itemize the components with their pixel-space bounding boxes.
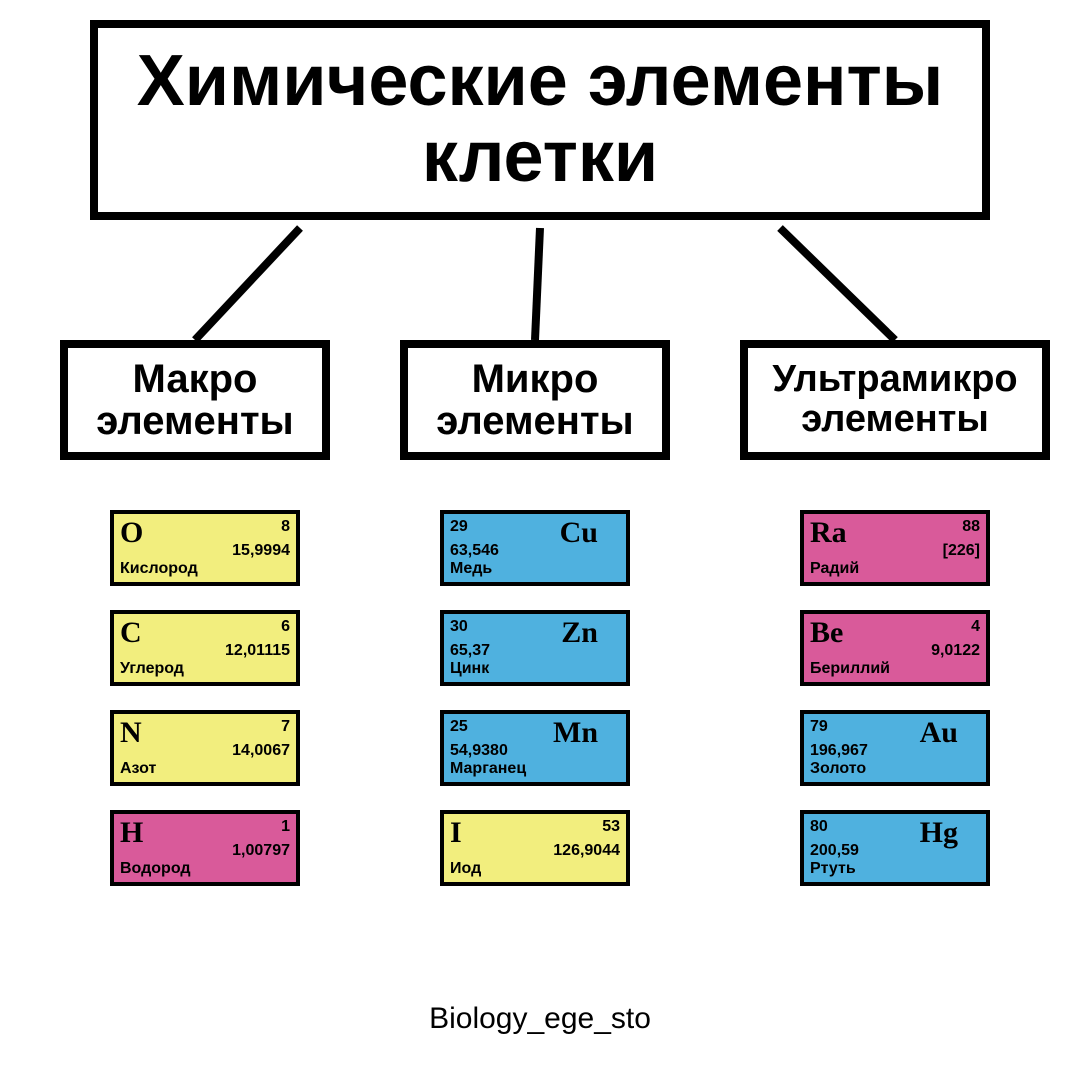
- element-atomic-number: 25: [450, 718, 468, 736]
- element-symbol: Be: [810, 616, 843, 650]
- element-mass: 1,00797: [232, 842, 290, 860]
- element-name: Ртуть: [810, 860, 856, 878]
- category-box-macro: Макро элементы: [60, 340, 330, 460]
- element-symbol: C: [120, 616, 142, 650]
- element-name: Радий: [810, 560, 859, 578]
- title-text: Химические элементы клетки: [118, 44, 962, 195]
- element-tile-be: Be 4 9,0122 Бериллий: [800, 610, 990, 686]
- category-label-ultra: Ультрамикро элементы: [758, 360, 1032, 440]
- element-tile-au: Au 79 196,967Золото: [800, 710, 990, 786]
- element-name: Золото: [810, 760, 866, 778]
- element-symbol: Au: [920, 716, 958, 750]
- category-label-macro: Макро элементы: [78, 358, 312, 442]
- element-name: Углерод: [120, 660, 184, 678]
- element-symbol: I: [450, 816, 462, 850]
- title-box: Химические элементы клетки: [90, 20, 990, 220]
- element-mass: 9,0122: [931, 642, 980, 660]
- element-atomic-number: 7: [281, 718, 290, 736]
- element-tile-i: I 53 126,9044 Иод: [440, 810, 630, 886]
- element-mass: 15,9994: [232, 542, 290, 560]
- element-atomic-number: 29: [450, 518, 468, 536]
- element-tile-h: H 1 1,00797 Водород: [110, 810, 300, 886]
- element-mass: 196,967: [810, 742, 868, 760]
- element-symbol: Cu: [560, 516, 598, 550]
- element-tile-o: O 8 15,9994 Кислород: [110, 510, 300, 586]
- element-mass: 63,546: [450, 542, 499, 560]
- element-atomic-number: 1: [281, 818, 290, 836]
- element-mass: [226]: [943, 542, 980, 560]
- element-atomic-number: 8: [281, 518, 290, 536]
- element-atomic-number: 88: [962, 518, 980, 536]
- element-tile-cu: Cu 29 63,546Медь: [440, 510, 630, 586]
- element-mass: 65,37: [450, 642, 490, 660]
- element-symbol: Zn: [561, 616, 598, 650]
- element-symbol: Ra: [810, 516, 847, 550]
- element-atomic-number: 4: [971, 618, 980, 636]
- element-atomic-number: 30: [450, 618, 468, 636]
- element-tile-ra: Ra 88 [226] Радий: [800, 510, 990, 586]
- element-mass: 126,9044: [553, 842, 620, 860]
- element-tile-hg: Hg 80 200,59Ртуть: [800, 810, 990, 886]
- element-symbol: H: [120, 816, 143, 850]
- element-name: Бериллий: [810, 660, 890, 678]
- element-atomic-number: 80: [810, 818, 828, 836]
- element-mass: 54,9380: [450, 742, 508, 760]
- category-label-micro: Микро элементы: [418, 358, 652, 442]
- element-symbol: N: [120, 716, 142, 750]
- footer-text: Biology_ege_sto: [429, 1002, 651, 1035]
- element-name: Водород: [120, 860, 191, 878]
- category-box-ultra: Ультрамикро элементы: [740, 340, 1050, 460]
- element-mass: 12,01115: [225, 642, 290, 660]
- element-name: Медь: [450, 560, 492, 578]
- element-tile-n: N 7 14,0067 Азот: [110, 710, 300, 786]
- element-name: Иод: [450, 860, 481, 878]
- footer-credit: Biology_ege_sto: [0, 1002, 1080, 1036]
- element-symbol: Hg: [920, 816, 958, 850]
- element-mass: 200,59: [810, 842, 859, 860]
- element-atomic-number: 6: [281, 618, 290, 636]
- element-name: Азот: [120, 760, 156, 778]
- element-name: Цинк: [450, 660, 489, 678]
- element-tile-c: C 6 12,01115 Углерод: [110, 610, 300, 686]
- element-mass: 14,0067: [232, 742, 290, 760]
- category-box-micro: Микро элементы: [400, 340, 670, 460]
- element-symbol: O: [120, 516, 143, 550]
- element-atomic-number: 53: [602, 818, 620, 836]
- element-name: Кислород: [120, 560, 198, 578]
- element-tile-mn: Mn 25 54,9380Марганец: [440, 710, 630, 786]
- element-name: Марганец: [450, 760, 526, 778]
- element-atomic-number: 79: [810, 718, 828, 736]
- element-symbol: Mn: [553, 716, 598, 750]
- element-tile-zn: Zn 30 65,37Цинк: [440, 610, 630, 686]
